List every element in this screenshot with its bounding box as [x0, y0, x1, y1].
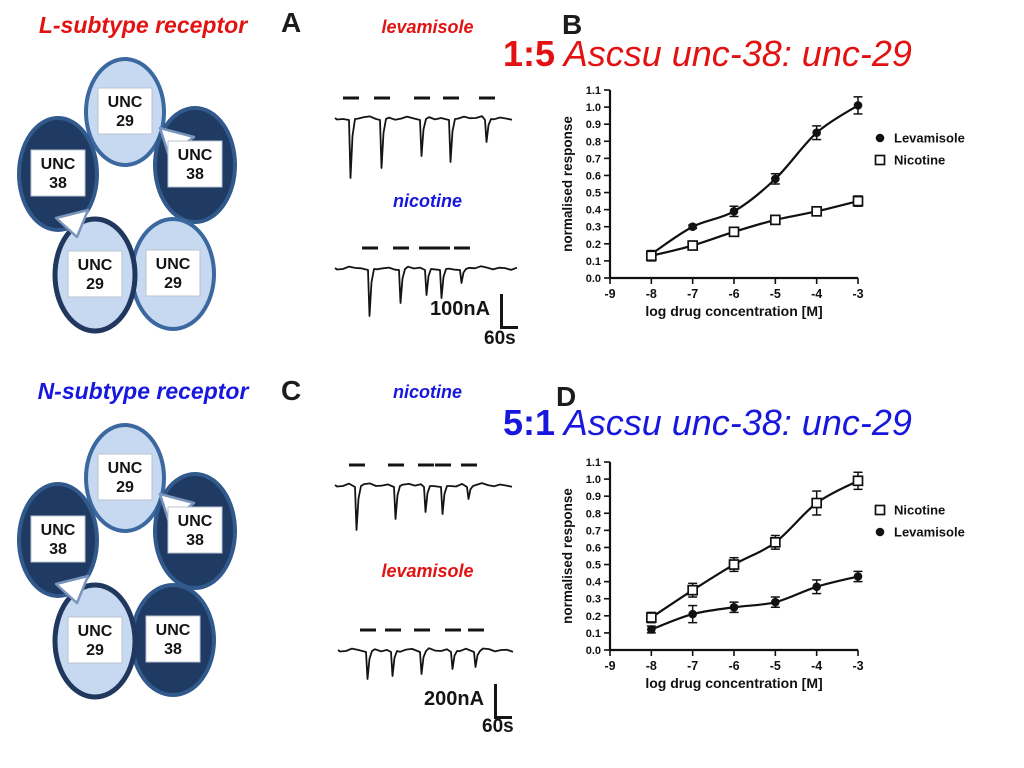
- svg-text:log drug concentration [M]: log drug concentration [M]: [645, 675, 822, 691]
- svg-text:0.6: 0.6: [586, 542, 601, 554]
- svg-text:-6: -6: [728, 659, 739, 673]
- svg-text:0.8: 0.8: [586, 136, 601, 148]
- svg-text:0.2: 0.2: [586, 611, 601, 623]
- svg-text:0.7: 0.7: [586, 153, 601, 165]
- n-subtype-title: N-subtype receptor: [37, 378, 249, 404]
- svg-text:Levamisole: Levamisole: [894, 525, 965, 540]
- svg-text:0.0: 0.0: [586, 273, 601, 285]
- l-subtype-receptor-diagram: L-subtype receptor UNC 29 UNC 38 UNC 38 UNC 29 U…: [8, 10, 278, 344]
- svg-text:0.4: 0.4: [586, 205, 602, 217]
- svg-text:-4: -4: [811, 287, 822, 301]
- svg-text:0.0: 0.0: [586, 645, 601, 657]
- nicotine-current-trace-a: [334, 246, 518, 317]
- svg-text:-7: -7: [687, 287, 698, 301]
- n-subtype-receptor-diagram: N-subtype receptor UNC 29 UNC 38 UNC 38 UNC 38 U…: [8, 376, 278, 710]
- svg-text:0.5: 0.5: [586, 188, 601, 200]
- l-subtype-pentamer-graphic: UNC 29 UNC 38 UNC 38 UNC 29 UNC 29: [17, 57, 237, 334]
- panel-a-label: A: [281, 7, 302, 38]
- svg-text:-5: -5: [770, 659, 781, 673]
- panel-b-title-text: Ascsu unc-38: unc-29: [555, 33, 912, 74]
- svg-text:-9: -9: [604, 659, 615, 673]
- svg-text:normalised response: normalised response: [560, 488, 575, 624]
- svg-text:1.0: 1.0: [586, 474, 601, 486]
- svg-text:0.7: 0.7: [586, 525, 601, 537]
- panel-b-ratio: 1:5: [503, 33, 556, 74]
- scale-bracket-c: [494, 684, 512, 719]
- l-subtype-title: L-subtype receptor: [38, 12, 248, 38]
- svg-text:-4: -4: [811, 659, 822, 673]
- panel-c-drug-label-1: nicotine: [392, 382, 462, 402]
- svg-text:-9: -9: [604, 287, 615, 301]
- dose-response-chart-b: 0.0 0.1 0.2 0.3 0.4 0.5 0.6 0.7 0.8 0.9 1.0 1.1 -9 -8…: [560, 85, 965, 319]
- time-scale-label-a: 60s: [484, 328, 516, 349]
- svg-text:Nicotine: Nicotine: [894, 153, 945, 168]
- levamisole-current-trace-c: [337, 628, 514, 680]
- svg-text:-3: -3: [852, 287, 863, 301]
- dose-response-chart-d: 0.0 0.1 0.2 0.3 0.4 0.5 0.6 0.7 0.8 0.9 1.0 1.1 -9 -8…: [560, 457, 965, 691]
- panel-d-title: 5:1 Ascsu unc-38: unc-29: [503, 403, 912, 443]
- svg-text:-6: -6: [728, 287, 739, 301]
- panel-c-label: C: [281, 375, 302, 406]
- time-scale-label-c: 60s: [482, 716, 514, 737]
- svg-text:0.1: 0.1: [586, 628, 601, 640]
- svg-text:-8: -8: [646, 287, 657, 301]
- svg-text:-7: -7: [687, 659, 698, 673]
- svg-text:Nicotine: Nicotine: [894, 503, 945, 518]
- svg-text:0.8: 0.8: [586, 508, 601, 520]
- levamisole-current-trace-a: [334, 96, 513, 179]
- svg-text:1.1: 1.1: [586, 85, 601, 97]
- svg-text:0.5: 0.5: [586, 560, 601, 572]
- n-subtype-pentamer-graphic: UNC 29 UNC 38 UNC 38 UNC 38 UNC 29: [17, 423, 237, 700]
- scale-bracket-a: [500, 294, 518, 329]
- svg-text:0.9: 0.9: [586, 491, 601, 503]
- svg-text:0.6: 0.6: [586, 170, 601, 182]
- panel-a-drug-label-1: levamisole: [381, 17, 474, 37]
- panel-d-ratio: 5:1: [503, 402, 556, 443]
- svg-text:0.3: 0.3: [586, 594, 601, 606]
- panel-b-title: 1:5 Ascsu unc-38: unc-29: [503, 34, 912, 74]
- svg-text:-5: -5: [770, 287, 781, 301]
- panel-c-drug-label-2: levamisole: [381, 561, 474, 581]
- svg-text:log drug concentration [M]: log drug concentration [M]: [645, 303, 822, 319]
- svg-text:0.1: 0.1: [586, 256, 601, 268]
- svg-text:0.9: 0.9: [586, 119, 601, 131]
- current-scale-label-c: 200nA: [424, 688, 485, 710]
- svg-text:Levamisole: Levamisole: [894, 131, 965, 146]
- panel-d-label: D: [556, 381, 577, 412]
- svg-text:0.3: 0.3: [586, 222, 601, 234]
- panel-b-label: B: [562, 9, 583, 40]
- nicotine-current-trace-c: [334, 463, 513, 531]
- svg-text:-8: -8: [646, 659, 657, 673]
- panel-d-title-text: Ascsu unc-38: unc-29: [555, 402, 912, 443]
- svg-text:0.2: 0.2: [586, 239, 601, 251]
- panel-a-drug-label-2: nicotine: [392, 191, 462, 211]
- svg-text:normalised response: normalised response: [560, 116, 575, 252]
- svg-text:-3: -3: [852, 659, 863, 673]
- svg-text:1.0: 1.0: [586, 102, 601, 114]
- svg-text:0.4: 0.4: [586, 577, 602, 589]
- current-scale-label-a: 100nA: [430, 298, 491, 320]
- svg-text:1.1: 1.1: [586, 457, 601, 469]
